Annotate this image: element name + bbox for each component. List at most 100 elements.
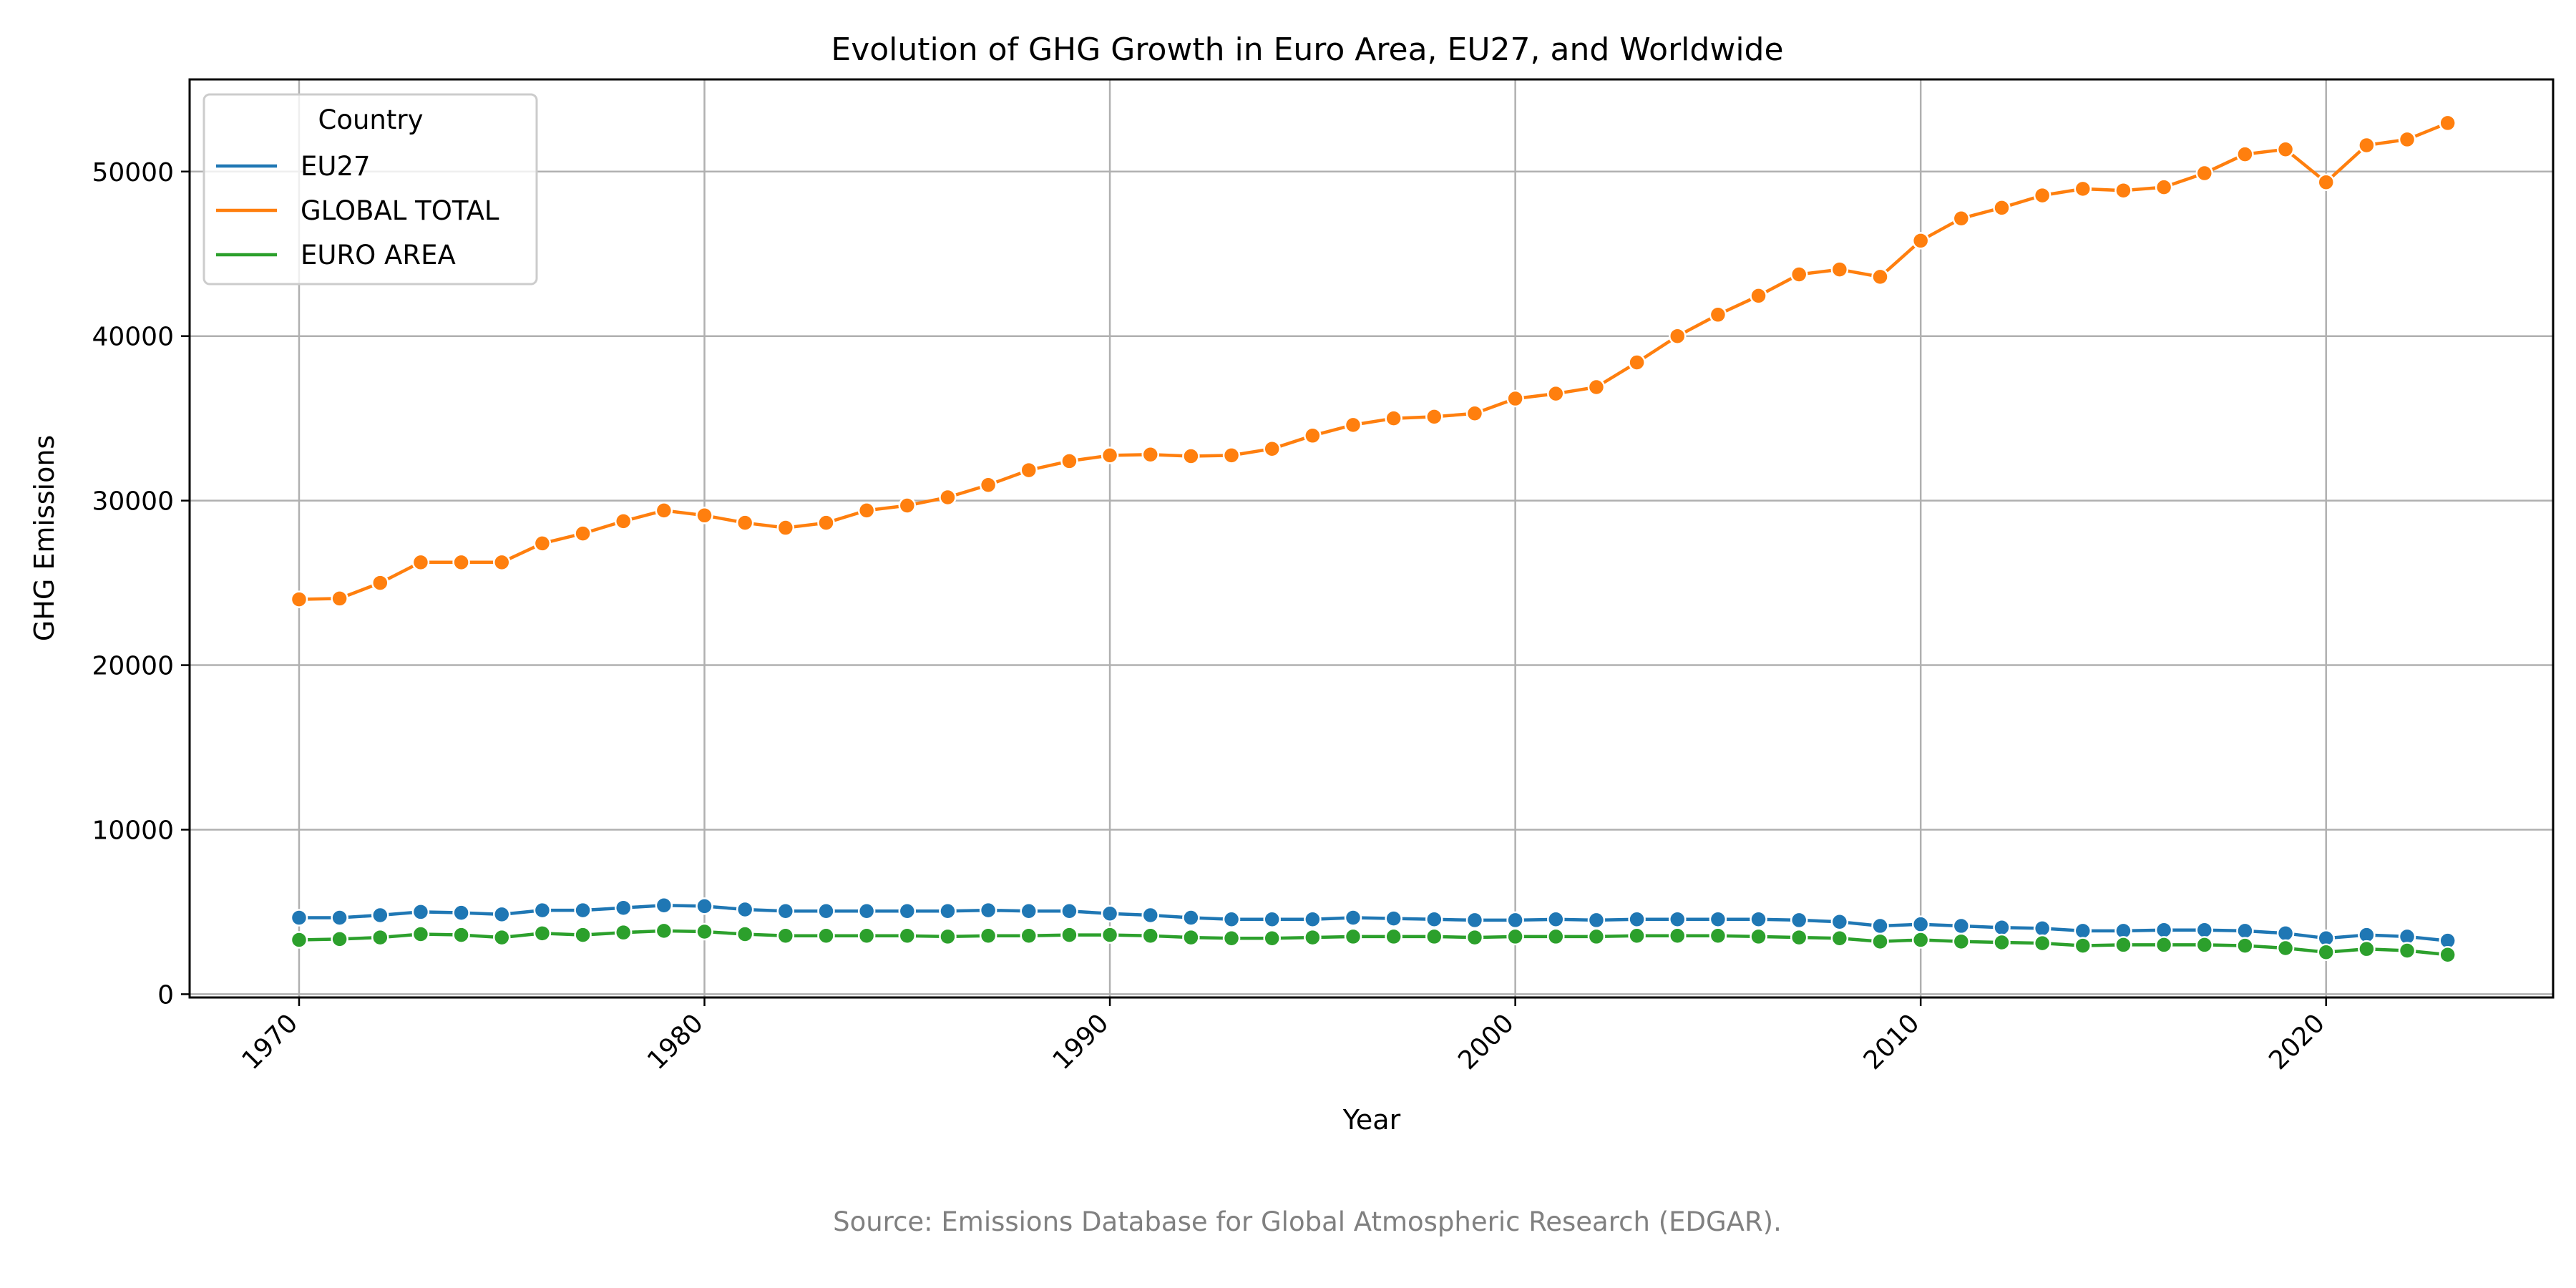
point-euro-area: [1587, 927, 1606, 946]
point-global-total: [898, 497, 917, 514]
point-global-total: [1668, 327, 1687, 345]
point-global-total: [2236, 145, 2254, 163]
point-eu27: [1790, 911, 1808, 930]
point-euro-area: [1101, 926, 1119, 944]
point-eu27: [1547, 910, 1565, 929]
point-eu27: [2074, 922, 2092, 940]
x-tick-label: 2010: [1858, 1008, 1926, 1075]
point-eu27: [1911, 915, 1930, 933]
point-eu27: [736, 900, 754, 919]
point-global-total: [331, 590, 348, 608]
point-euro-area: [411, 925, 430, 943]
point-euro-area: [1060, 926, 1078, 944]
point-global-total: [2276, 140, 2295, 158]
point-eu27: [1263, 910, 1281, 929]
point-eu27: [1993, 919, 2011, 937]
point-eu27: [614, 899, 633, 917]
y-tick-label: 40000: [92, 323, 174, 352]
y-tick-label: 30000: [92, 487, 174, 517]
point-eu27: [492, 905, 511, 924]
x-tick-label: 1970: [237, 1008, 304, 1075]
point-global-total: [979, 476, 997, 494]
point-euro-area: [2276, 939, 2295, 957]
point-global-total: [1304, 426, 1322, 445]
point-eu27: [979, 901, 997, 919]
point-global-total: [1425, 408, 1443, 426]
point-global-total: [736, 514, 754, 532]
point-global-total: [2033, 186, 2051, 205]
point-global-total: [1344, 416, 1362, 434]
point-global-total: [1141, 445, 1159, 464]
series-markers: [290, 114, 2457, 964]
point-eu27: [1344, 909, 1362, 927]
point-euro-area: [655, 922, 673, 940]
point-global-total: [1182, 447, 1200, 465]
point-euro-area: [1709, 927, 1727, 945]
point-global-total: [1709, 306, 1727, 324]
point-euro-area: [979, 927, 997, 945]
point-eu27: [411, 903, 430, 921]
point-global-total: [533, 535, 552, 552]
legend-box: [203, 93, 538, 286]
point-eu27: [1750, 910, 1767, 929]
point-euro-area: [1222, 929, 1241, 947]
x-tick-label: 2000: [1453, 1008, 1520, 1075]
point-euro-area: [1993, 933, 2011, 952]
point-euro-area: [614, 923, 633, 942]
point-global-total: [1506, 389, 1524, 408]
point-global-total: [290, 590, 308, 608]
point-eu27: [533, 901, 552, 919]
y-axis-label: GHG Emissions: [29, 435, 60, 641]
point-eu27: [371, 906, 389, 924]
point-eu27: [696, 897, 713, 915]
point-euro-area: [2114, 936, 2132, 954]
point-eu27: [1020, 902, 1038, 920]
point-global-total: [1465, 404, 1484, 423]
point-eu27: [817, 902, 835, 920]
point-euro-area: [2074, 937, 2092, 955]
point-eu27: [1222, 910, 1241, 929]
point-euro-area: [1506, 927, 1524, 946]
point-global-total: [1750, 287, 1767, 305]
point-euro-area: [2236, 937, 2254, 955]
point-eu27: [939, 902, 957, 920]
point-euro-area: [1182, 928, 1200, 947]
point-euro-area: [1465, 928, 1484, 947]
point-eu27: [1425, 910, 1443, 929]
y-tick-label: 20000: [92, 652, 174, 681]
point-eu27: [290, 909, 308, 927]
x-axis-ticks: 1970 1980 1990 2000 2010 2020: [237, 997, 2331, 1075]
point-global-total: [574, 525, 592, 542]
point-eu27: [655, 896, 673, 914]
point-global-total: [1830, 260, 1849, 278]
point-global-total: [2155, 178, 2173, 196]
gridlines: [190, 79, 2553, 997]
point-eu27: [1628, 910, 1646, 929]
point-euro-area: [1750, 927, 1767, 946]
point-euro-area: [1141, 927, 1159, 945]
point-euro-area: [1263, 929, 1281, 947]
point-eu27: [1952, 917, 1971, 935]
point-euro-area: [1911, 931, 1930, 949]
y-tick-label: 50000: [92, 158, 174, 187]
point-global-total: [1020, 461, 1038, 479]
point-eu27: [574, 901, 592, 919]
point-global-total: [1587, 378, 1606, 396]
point-euro-area: [736, 925, 754, 943]
point-global-total: [1060, 452, 1078, 470]
point-global-total: [1547, 384, 1565, 403]
point-euro-area: [1790, 928, 1808, 947]
point-eu27: [857, 902, 876, 920]
point-global-total: [2317, 173, 2335, 191]
point-global-total: [696, 507, 713, 525]
legend-title: Country: [318, 104, 424, 135]
point-eu27: [1465, 911, 1484, 930]
point-euro-area: [290, 931, 308, 949]
point-global-total: [939, 488, 957, 507]
point-global-total: [2195, 164, 2214, 182]
y-tick-label: 0: [157, 980, 174, 1010]
point-eu27: [2276, 924, 2295, 942]
point-eu27: [1304, 910, 1322, 929]
point-euro-area: [1425, 927, 1443, 946]
